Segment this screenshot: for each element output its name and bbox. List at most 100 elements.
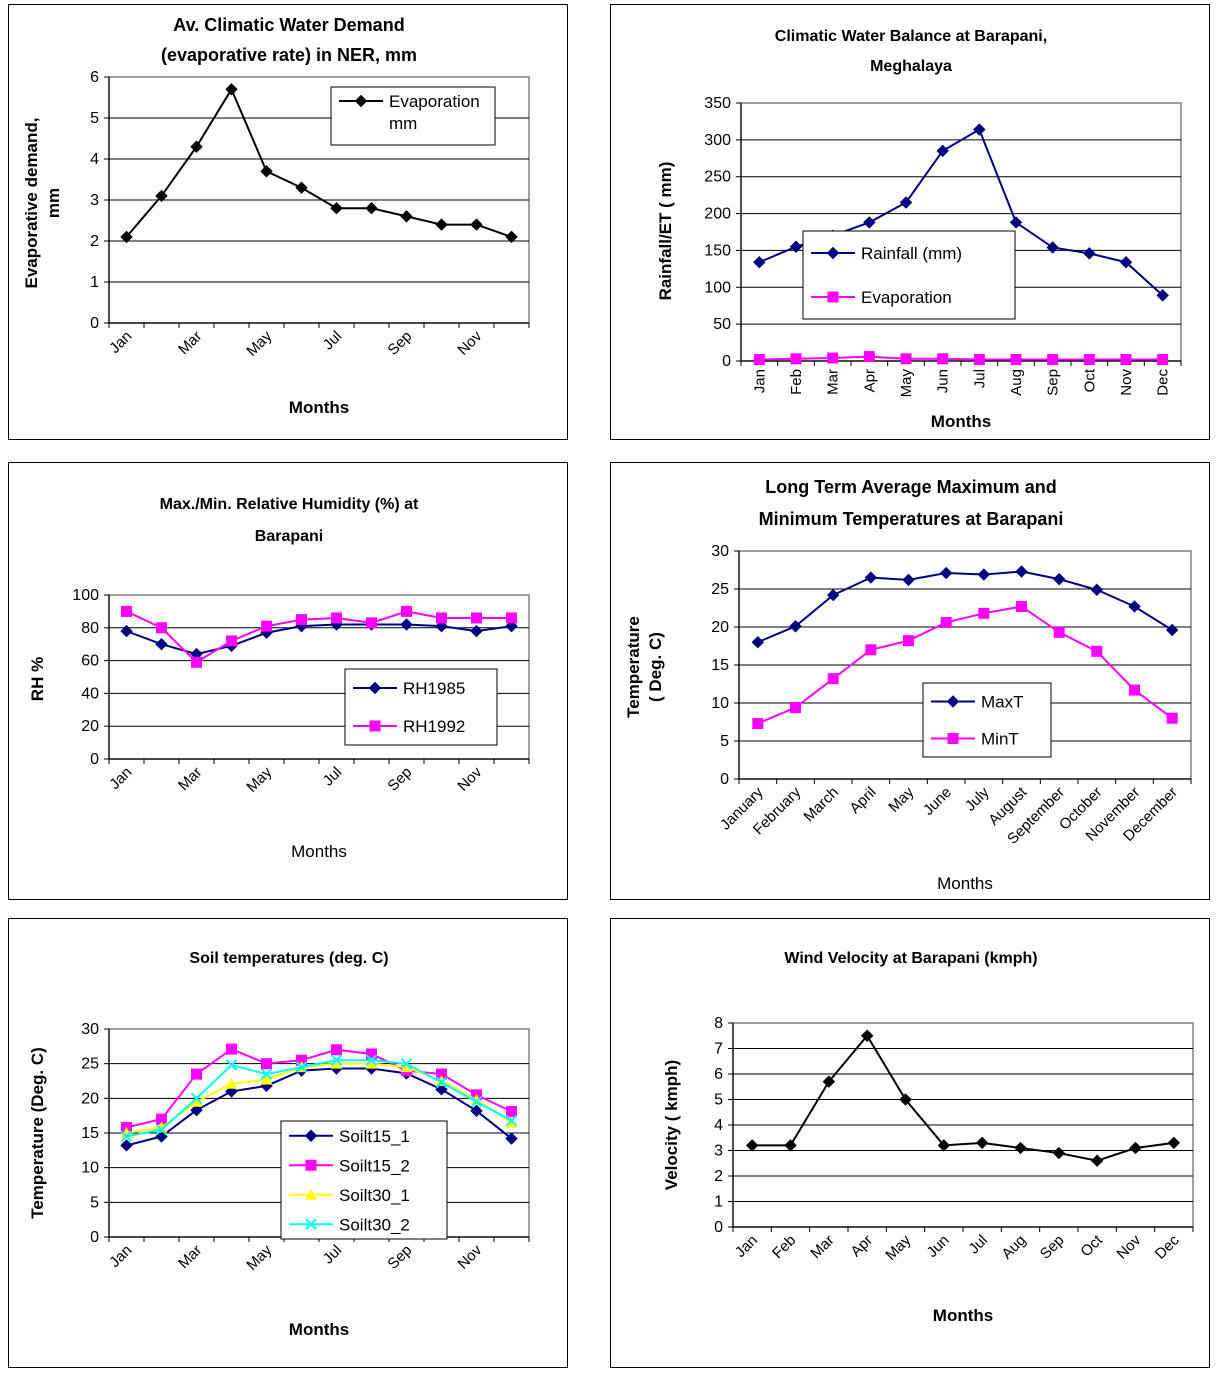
data-point xyxy=(470,624,483,638)
x-tick-label: Jan xyxy=(106,764,135,793)
y-tick-label: 3 xyxy=(90,192,99,209)
y-tick-label: 2 xyxy=(90,233,99,250)
data-point xyxy=(978,607,990,619)
data-point xyxy=(1053,626,1065,638)
data-point xyxy=(1120,354,1132,366)
data-point xyxy=(435,218,448,231)
data-point xyxy=(1129,1141,1142,1155)
y-tick-label: 4 xyxy=(90,151,99,168)
chart-svg: Long Term Average Maximum and Minimum Tem… xyxy=(624,477,1192,893)
y-tick-label: 30 xyxy=(711,543,729,560)
x-tick-label: May xyxy=(882,1231,914,1263)
data-point xyxy=(225,1077,238,1089)
data-point xyxy=(827,352,839,364)
data-point xyxy=(506,612,517,624)
y-tick-label: 5 xyxy=(90,110,99,127)
y-tick-label: 250 xyxy=(704,169,731,186)
x-tick-label: May xyxy=(898,369,915,398)
data-point xyxy=(975,1136,989,1150)
data-point xyxy=(1090,583,1104,596)
y-axis-label: Temperature xyxy=(624,616,643,718)
data-point xyxy=(436,1068,447,1080)
data-point xyxy=(120,1130,133,1143)
x-tick-label: May xyxy=(243,763,275,795)
chart-svg: Soil temperatures (deg. C) 0 5 10 15 20 25 30 Ja… xyxy=(28,950,530,1339)
chart-panel-soil-temperatures: Soil temperatures (deg. C) 0 5 10 15 20 25 30 Ja… xyxy=(8,918,568,1368)
data-point xyxy=(331,612,342,624)
legend-label: RH1992 xyxy=(403,717,465,736)
data-point xyxy=(366,617,377,629)
data-point xyxy=(863,351,875,363)
data-point xyxy=(226,635,237,647)
y-tick-label: 200 xyxy=(704,206,731,223)
y-axis-label: RH % xyxy=(28,657,47,701)
data-point xyxy=(977,568,991,581)
data-point xyxy=(470,1104,483,1118)
y-tick-label: 5 xyxy=(714,1092,723,1109)
y-axis-label-secondary: mm xyxy=(44,188,63,218)
data-point xyxy=(937,353,949,365)
y-tick-label: 40 xyxy=(81,685,99,702)
legend-label: Soilt15_2 xyxy=(339,1156,410,1175)
series-line xyxy=(759,355,1163,361)
data-point xyxy=(225,1059,238,1071)
legend-marker xyxy=(305,1218,317,1230)
data-point xyxy=(295,1061,308,1073)
legend-marker xyxy=(368,681,382,695)
x-tick-label: May xyxy=(885,783,917,815)
data-point xyxy=(400,210,413,223)
chart-title: Climatic Water Balance at Barapani, xyxy=(775,28,1047,45)
series-rh1992 xyxy=(121,605,517,668)
data-point xyxy=(903,635,914,647)
legend-marker xyxy=(305,1159,317,1171)
x-tick-label: Jul xyxy=(965,1232,991,1258)
x-tick-label: Nov xyxy=(454,763,485,794)
data-point xyxy=(260,1073,273,1085)
data-point xyxy=(155,637,168,651)
data-point xyxy=(789,620,802,633)
x-tick-label: Apr xyxy=(847,1232,876,1261)
data-point xyxy=(156,1113,167,1125)
y-tick-label: 20 xyxy=(711,619,729,636)
x-tick-label: Jul xyxy=(320,1242,346,1268)
data-point xyxy=(899,196,913,209)
series-line xyxy=(126,1062,513,1134)
y-tick-label: 8 xyxy=(714,1015,723,1032)
chart-svg: Av. Climatic Water Demand (evaporative ra… xyxy=(22,15,530,417)
y-tick-label: 0 xyxy=(90,1229,99,1246)
data-point xyxy=(1156,289,1169,302)
legend-marker xyxy=(369,720,381,732)
x-tick-label: Sep xyxy=(1037,1232,1068,1263)
y-tick-label: 60 xyxy=(81,653,99,670)
data-point xyxy=(400,618,413,631)
x-tick-label: Apr xyxy=(861,369,878,392)
series-rainfall-mm- xyxy=(753,123,1169,302)
data-point xyxy=(864,571,878,584)
y-tick-label: 30 xyxy=(81,1021,99,1038)
y-tick-label: 5 xyxy=(720,733,729,750)
legend-label: Soilt15_1 xyxy=(339,1127,410,1146)
legend: Rainfall (mm) Evaporation xyxy=(802,230,1016,320)
data-point xyxy=(1166,712,1178,724)
y-tick-label: 150 xyxy=(704,242,731,259)
x-tick-label: Jul xyxy=(320,764,346,790)
x-tick-label: Jan xyxy=(106,328,135,357)
data-point xyxy=(827,673,839,685)
legend-label: MinT xyxy=(981,730,1019,749)
x-tick-label: May xyxy=(243,327,275,359)
data-point xyxy=(939,566,953,580)
x-axis-label: Months xyxy=(289,1320,349,1339)
data-point xyxy=(365,1057,378,1069)
y-axis-label: Temperature (Deg. C) xyxy=(28,1047,47,1219)
legend: RH1985 RH1992 xyxy=(344,668,498,746)
x-tick-label: June xyxy=(920,784,955,819)
y-tick-label: 20 xyxy=(81,1090,99,1107)
chart-svg: Climatic Water Balance at Barapani, Megha… xyxy=(656,28,1182,431)
chart-title: Minimum Temperatures at Barapani xyxy=(759,509,1064,529)
legend-label: mm xyxy=(389,114,417,133)
chart-title: Long Term Average Maximum and xyxy=(765,477,1056,497)
x-tick-label: Oct xyxy=(1081,368,1098,392)
data-point xyxy=(1014,1141,1027,1155)
data-point xyxy=(296,614,307,626)
data-point xyxy=(260,165,273,178)
